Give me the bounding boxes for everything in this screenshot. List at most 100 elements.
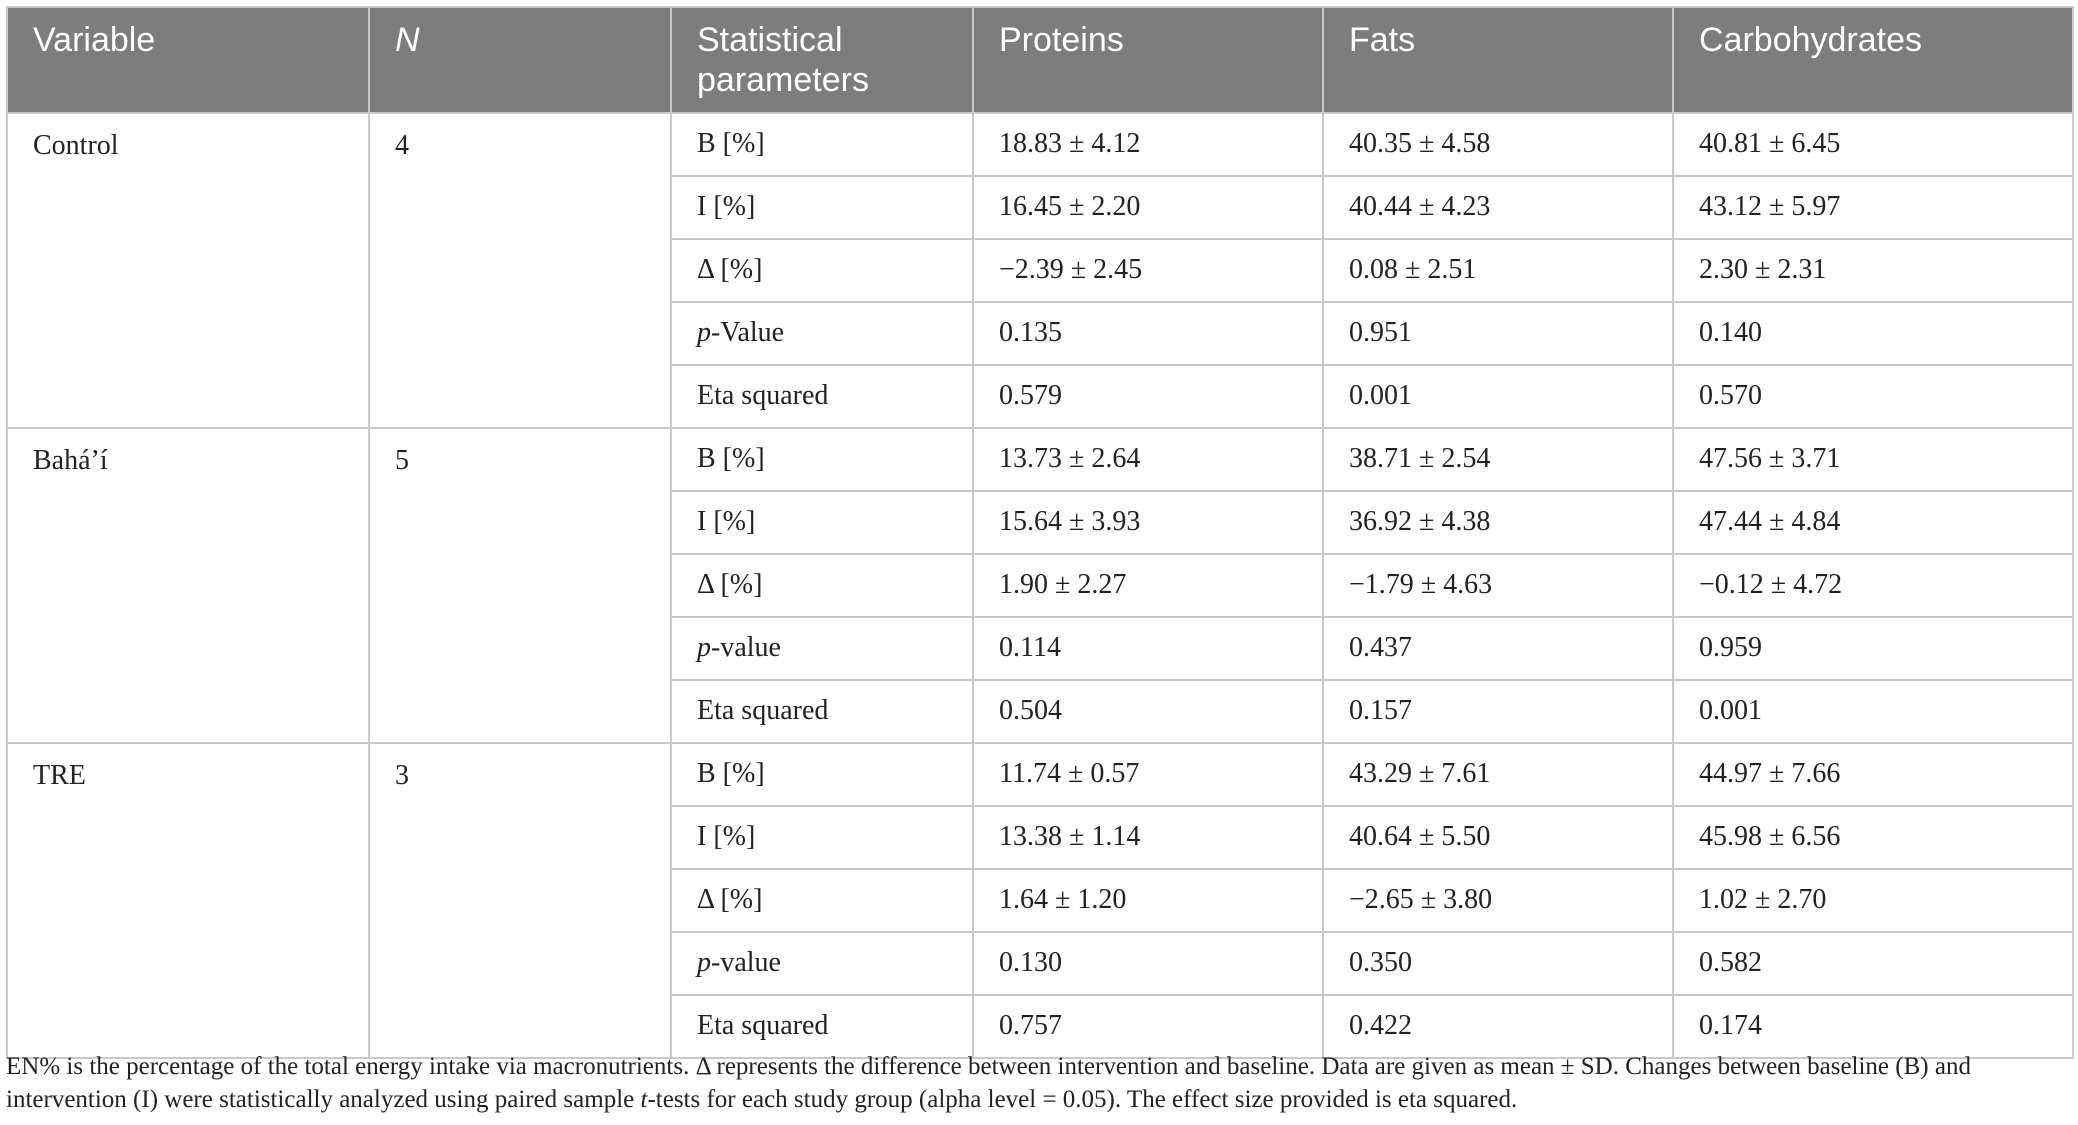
parameter-label: Δ [%]: [697, 884, 763, 915]
header-row: Variable N Statistical parameters Protein…: [6, 6, 2074, 114]
table-row: I [%] 13.38 ± 1.14 40.64 ± 5.50 45.98 ± 6.5…: [7, 805, 2074, 870]
fats-cell: 0.437: [1322, 616, 1674, 681]
carbohydrates-cell: 0.174: [1672, 994, 2074, 1059]
group-name-cell: Control: [6, 112, 370, 429]
table-row: p-value 0.130 0.350 0.582: [7, 931, 2074, 996]
proteins-cell: 0.504: [972, 679, 1324, 744]
carbohydrates-cell: 45.98 ± 6.56: [1672, 805, 2074, 870]
proteins-cell: 1.90 ± 2.27: [972, 553, 1324, 618]
proteins-cell: 16.45 ± 2.20: [972, 175, 1324, 240]
header-stat-line1: Statistical: [697, 21, 843, 59]
parameter-cell: Δ [%]: [670, 868, 974, 933]
fats-cell: −2.65 ± 3.80: [1322, 868, 1674, 933]
fats-cell: 0.951: [1322, 301, 1674, 366]
table-row: I [%] 16.45 ± 2.20 40.44 ± 4.23 43.12 ± 5.9…: [7, 175, 2074, 240]
parameter-label: I [%]: [697, 821, 756, 852]
carbohydrates-cell: 1.02 ± 2.70: [1672, 868, 2074, 933]
fats-cell: 36.92 ± 4.38: [1322, 490, 1674, 555]
table-row: p-value 0.114 0.437 0.959: [7, 616, 2074, 681]
carbohydrates-cell: −0.12 ± 4.72: [1672, 553, 2074, 618]
carbohydrates-cell: 0.959: [1672, 616, 2074, 681]
table-row: p-Value 0.135 0.951 0.140: [7, 301, 2074, 366]
parameter-cell: I [%]: [670, 805, 974, 870]
group-name-cell: Bahá’í: [6, 427, 370, 744]
proteins-cell: 18.83 ± 4.12: [972, 112, 1324, 177]
parameter-label: Δ [%]: [697, 569, 763, 600]
proteins-cell: 11.74 ± 0.57: [972, 742, 1324, 807]
parameter-cell: I [%]: [670, 490, 974, 555]
fats-cell: 40.44 ± 4.23: [1322, 175, 1674, 240]
fats-cell: 0.157: [1322, 679, 1674, 744]
macronutrient-table-container: Variable N Statistical parameters Protein…: [6, 6, 2074, 1059]
table-row: Control 4 B [%] 18.83 ± 4.12 40.35 ± 4.58 40.…: [6, 112, 2074, 429]
parameter-cell: p-value: [670, 616, 974, 681]
fats-cell: 40.35 ± 4.58: [1322, 112, 1674, 177]
header-n: N: [368, 6, 672, 114]
header-variable: Variable: [6, 6, 370, 114]
parameter-label: I [%]: [697, 506, 756, 537]
parameter-label: I [%]: [697, 191, 756, 222]
macronutrient-table: Variable N Statistical parameters Protein…: [6, 6, 2074, 1059]
fats-cell: 0.001: [1322, 364, 1674, 429]
parameter-label: B [%]: [697, 758, 765, 789]
parameter-label: Eta squared: [697, 380, 829, 411]
parameter-label: Eta squared: [697, 695, 829, 726]
parameter-cell: Eta squared: [670, 679, 974, 744]
table-row: Eta squared 0.757 0.422 0.174: [7, 994, 2074, 1059]
fats-cell: 40.64 ± 5.50: [1322, 805, 1674, 870]
carbohydrates-cell: 43.12 ± 5.97: [1672, 175, 2074, 240]
parameter-label: -value: [711, 947, 781, 978]
carbohydrates-cell: 44.97 ± 7.66: [1672, 742, 2074, 807]
footnote-part2: -tests for each study group (alpha level…: [647, 1086, 1518, 1113]
table-row: Eta squared 0.579 0.001 0.570: [7, 364, 2074, 429]
header-proteins: Proteins: [972, 6, 1324, 114]
table-row: I [%] 15.64 ± 3.93 36.92 ± 4.38 47.44 ± 4.8…: [7, 490, 2074, 555]
carbohydrates-cell: 40.81 ± 6.45: [1672, 112, 2074, 177]
fats-cell: −1.79 ± 4.63: [1322, 553, 1674, 618]
proteins-cell: 0.757: [972, 994, 1324, 1059]
table-row: TRE 3 B [%] 11.74 ± 0.57 43.29 ± 7.61 44.97 ±…: [6, 742, 2074, 1059]
proteins-cell: 0.114: [972, 616, 1324, 681]
footnote-italic-t: t: [640, 1086, 648, 1113]
table-row: Bahá’í 5 B [%] 13.73 ± 2.64 38.71 ± 2.54 47.5…: [6, 427, 2074, 744]
parameter-label: B [%]: [697, 443, 765, 474]
table-body: Control 4 B [%] 18.83 ± 4.12 40.35 ± 4.58 40.…: [6, 112, 2074, 1059]
fats-cell: 38.71 ± 2.54: [1322, 427, 1674, 492]
header-carbohydrates: Carbohydrates: [1672, 6, 2074, 114]
parameter-italic: p: [697, 947, 711, 978]
table-footnote: EN% is the percentage of the total energ…: [6, 1050, 2072, 1116]
parameter-cell: p-Value: [670, 301, 974, 366]
group-n-cell: 5: [368, 427, 672, 744]
fats-cell: 0.08 ± 2.51: [1322, 238, 1674, 303]
proteins-cell: 1.64 ± 1.20: [972, 868, 1324, 933]
proteins-cell: 0.579: [972, 364, 1324, 429]
parameter-italic: p: [697, 317, 711, 348]
group-n-cell: 4: [368, 112, 672, 429]
carbohydrates-cell: 2.30 ± 2.31: [1672, 238, 2074, 303]
parameter-label: Δ [%]: [697, 254, 763, 285]
proteins-cell: 0.130: [972, 931, 1324, 996]
parameter-cell: B [%]: [670, 742, 974, 807]
carbohydrates-cell: 0.140: [1672, 301, 2074, 366]
parameter-label: -Value: [711, 317, 785, 348]
header-fats: Fats: [1322, 6, 1674, 114]
parameter-cell: Δ [%]: [670, 553, 974, 618]
carbohydrates-cell: 0.582: [1672, 931, 2074, 996]
fats-cell: 43.29 ± 7.61: [1322, 742, 1674, 807]
table-row: Δ [%] 1.90 ± 2.27 −1.79 ± 4.63 −0.12 ± 4.72: [7, 553, 2074, 618]
footnote-part1: EN% is the percentage of the total energ…: [6, 1053, 1971, 1113]
parameter-italic: p: [697, 632, 711, 663]
table-row: Δ [%] −2.39 ± 2.45 0.08 ± 2.51 2.30 ± 2.31: [7, 238, 2074, 303]
parameter-cell: p-value: [670, 931, 974, 996]
carbohydrates-cell: 47.56 ± 3.71: [1672, 427, 2074, 492]
proteins-cell: 0.135: [972, 301, 1324, 366]
parameter-label: Eta squared: [697, 1010, 829, 1041]
table-row: Eta squared 0.504 0.157 0.001: [7, 679, 2074, 744]
table-header: Variable N Statistical parameters Protein…: [6, 6, 2074, 114]
parameter-cell: B [%]: [670, 112, 974, 177]
proteins-cell: 15.64 ± 3.93: [972, 490, 1324, 555]
carbohydrates-cell: 0.001: [1672, 679, 2074, 744]
parameter-cell: Δ [%]: [670, 238, 974, 303]
header-statistical-parameters: Statistical parameters: [670, 6, 974, 114]
parameter-cell: B [%]: [670, 427, 974, 492]
